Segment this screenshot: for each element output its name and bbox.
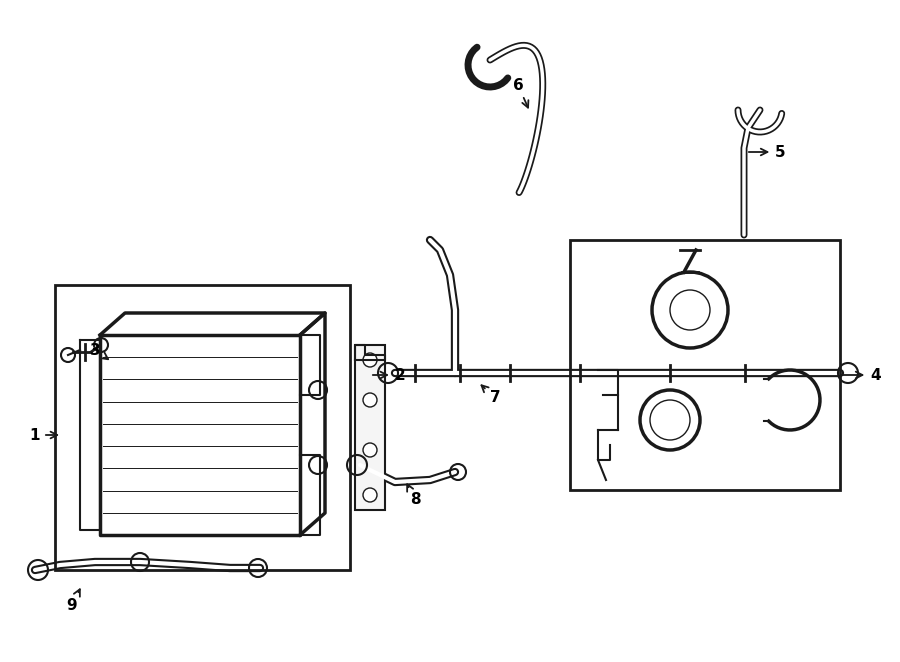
Text: 7: 7 [482,385,500,406]
Text: 4: 4 [841,367,880,383]
Circle shape [363,393,377,407]
Text: 2: 2 [373,367,405,383]
Circle shape [363,443,377,457]
Circle shape [363,353,377,367]
Bar [355,345,385,510]
Text: 8: 8 [407,485,420,508]
Text: 3: 3 [90,342,108,359]
Text: 9: 9 [67,589,80,612]
Text: 5: 5 [749,144,786,160]
Circle shape [363,488,377,502]
Text: 1: 1 [30,428,58,442]
Bar [570,240,840,490]
Bar [55,285,350,570]
Text: 6: 6 [513,77,528,108]
